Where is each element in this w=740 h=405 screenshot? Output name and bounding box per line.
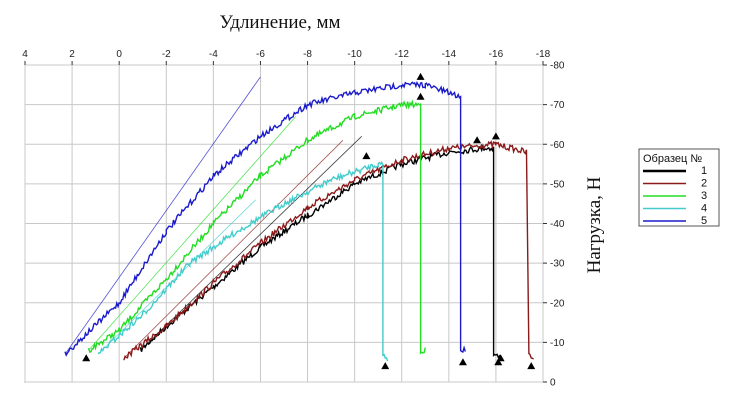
- marker-triangle: [527, 362, 536, 370]
- marker-triangle: [362, 152, 371, 160]
- x-tick-label: -8: [303, 49, 312, 60]
- x-tick-label: -4: [209, 49, 218, 60]
- y-axis-title: Нагрузка, Н: [584, 176, 605, 273]
- series-line-1: [139, 143, 502, 361]
- x-tick-label: 4: [22, 49, 28, 60]
- marker-triangle: [416, 92, 425, 100]
- fit-line-3: [88, 116, 297, 351]
- marker-triangle: [82, 354, 91, 362]
- legend-title: Образец №: [643, 153, 702, 165]
- series-group: [64, 80, 534, 362]
- marker-triangle: [491, 132, 500, 140]
- grid: [24, 64, 544, 383]
- x-tick-label: -2: [162, 49, 171, 60]
- series-line-3: [87, 99, 426, 355]
- y-tick-label: -50: [550, 179, 565, 190]
- series-line-5: [64, 80, 466, 357]
- y-tick-label: -40: [550, 219, 565, 230]
- y-tick-label: 0: [550, 378, 556, 389]
- legend-label-2: 2: [701, 178, 707, 190]
- fit-line-5: [64, 76, 261, 355]
- y-tick-label: -80: [550, 61, 565, 72]
- x-tick-label: -14: [442, 49, 457, 60]
- y-tick-label: -10: [550, 338, 565, 349]
- marker-triangle: [496, 354, 505, 362]
- x-tick-label: -6: [256, 49, 265, 60]
- x-tick-label: -10: [347, 49, 362, 60]
- marker-triangle: [494, 358, 503, 366]
- y-axis: 0 -10 -20 -30 -40 -50 -60 -70 -80: [543, 61, 565, 389]
- legend-box: [638, 148, 720, 227]
- legend-label-5: 5: [701, 215, 707, 227]
- marker-triangle: [458, 358, 467, 366]
- y-tick-label: -70: [550, 100, 565, 111]
- marker-triangle: [416, 72, 425, 80]
- y-tick-label: -60: [550, 140, 565, 151]
- x-tick-label: -16: [489, 49, 504, 60]
- series-line-2: [123, 140, 534, 361]
- y-tick-label: -30: [550, 259, 565, 270]
- legend-label-3: 3: [701, 190, 707, 202]
- series-line-4: [97, 160, 389, 362]
- fit-line-2: [123, 140, 344, 359]
- x-axis-title: Удлинение, мм: [219, 12, 340, 33]
- x-tick-label: 2: [69, 49, 75, 60]
- x-axis: 4 2 0 -2 -4 -6 -8 -10 -12 -14 -16 -18: [22, 49, 551, 65]
- y-tick-label: -20: [550, 298, 565, 309]
- marker-triangle: [473, 136, 482, 144]
- legend-label-4: 4: [701, 203, 707, 215]
- x-tick-label: -12: [395, 49, 410, 60]
- markers: [82, 72, 536, 370]
- marker-triangle: [381, 362, 390, 370]
- x-tick-label: -18: [536, 49, 551, 60]
- x-tick-label: 0: [116, 49, 122, 60]
- legend-label-1: 1: [701, 165, 707, 177]
